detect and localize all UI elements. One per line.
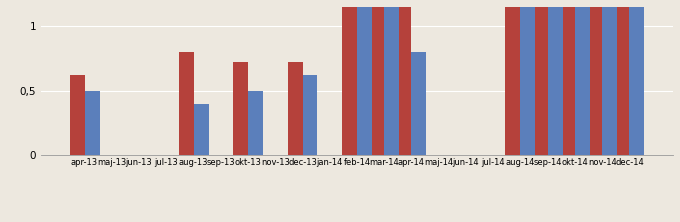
Bar xyxy=(396,3,411,155)
Bar xyxy=(194,104,209,155)
Bar xyxy=(84,91,99,155)
Bar xyxy=(342,0,357,155)
Bar xyxy=(615,0,630,155)
Bar xyxy=(602,0,617,155)
Bar xyxy=(369,0,384,155)
Bar xyxy=(411,52,426,155)
Bar xyxy=(505,0,520,155)
Bar xyxy=(303,75,318,155)
Bar xyxy=(233,62,248,155)
Bar xyxy=(575,0,590,155)
Bar xyxy=(520,0,535,155)
Bar xyxy=(248,91,263,155)
Bar xyxy=(547,0,563,155)
Bar xyxy=(532,0,547,155)
Bar xyxy=(288,62,303,155)
Bar xyxy=(560,0,575,155)
Bar xyxy=(384,0,399,155)
Bar xyxy=(357,0,372,155)
Bar xyxy=(179,52,194,155)
Bar xyxy=(69,75,84,155)
Bar xyxy=(588,0,602,155)
Bar xyxy=(630,0,645,155)
